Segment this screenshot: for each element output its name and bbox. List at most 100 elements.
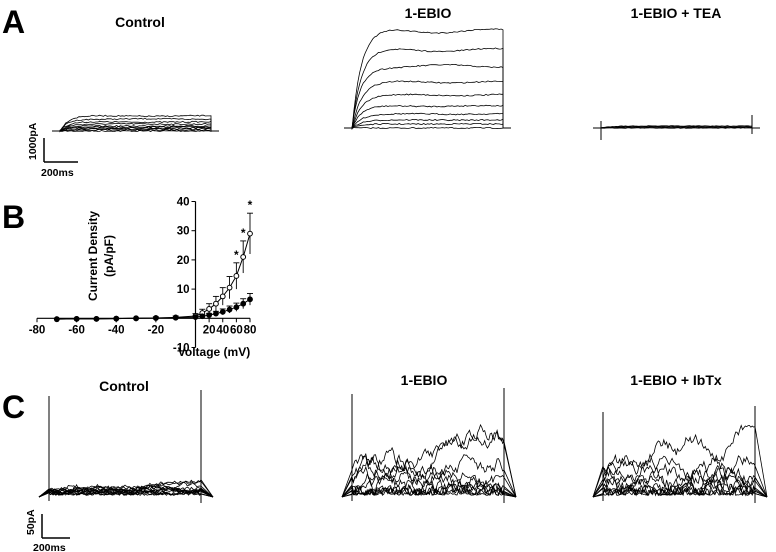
panel-c-traces-ebio-ibtx <box>592 406 768 503</box>
iv-point-filled <box>133 315 139 322</box>
current-trace <box>341 486 517 498</box>
iv-point-open <box>233 273 240 279</box>
panel-letter-b: B <box>2 199 25 235</box>
panel-letter-a: A <box>2 4 25 40</box>
panel-a-traces-ebio <box>344 28 511 130</box>
panel-a-traces-ebio-tea <box>593 115 760 140</box>
current-trace <box>344 112 511 130</box>
current-trace <box>38 479 214 498</box>
iv-point-open <box>213 300 219 307</box>
iv-point-open <box>247 230 253 237</box>
current-trace <box>52 124 219 133</box>
iv-y-tick-label: -10 <box>173 343 190 355</box>
current-trace <box>592 424 768 498</box>
current-trace <box>52 125 219 133</box>
iv-point-filled <box>73 315 80 322</box>
iv-y-tick-label: 30 <box>177 226 190 238</box>
iv-point-open <box>206 306 213 312</box>
current-trace <box>52 129 219 132</box>
current-trace <box>344 126 511 130</box>
panel-a-scale-y-label: 1000pA <box>27 122 39 160</box>
current-trace <box>341 474 517 498</box>
current-trace <box>592 474 768 498</box>
iv-chart-ylabel-line-1: Current Density <box>86 211 100 301</box>
current-trace <box>38 483 214 498</box>
iv-point-open <box>226 284 233 291</box>
panel-a-traces-control <box>52 114 219 133</box>
current-trace <box>341 452 517 498</box>
current-trace <box>592 466 768 498</box>
iv-x-tick-label: -60 <box>68 324 85 336</box>
current-trace <box>38 485 214 498</box>
current-trace <box>52 120 219 133</box>
iv-point-filled <box>172 314 179 321</box>
current-trace <box>344 118 511 130</box>
panel-c-scale-bar: 50pA 200ms <box>25 509 70 552</box>
panel-letter-c: C <box>2 389 25 425</box>
current-trace <box>38 483 214 498</box>
current-trace <box>52 122 219 132</box>
current-trace <box>592 478 768 498</box>
iv-point-filled <box>233 304 240 311</box>
iv-point-filled <box>113 315 120 322</box>
current-trace <box>592 482 768 498</box>
iv-point-filled <box>247 296 253 303</box>
panel-c-traces-control <box>38 390 214 503</box>
panel-c-title-control: Control <box>99 378 149 394</box>
iv-point-filled <box>206 312 213 318</box>
panel-c-scale-y-label: 50pA <box>25 509 37 535</box>
iv-point-filled <box>226 306 233 313</box>
iv-point-filled <box>213 310 219 317</box>
panel-c-scale-x-label: 200ms <box>33 542 66 552</box>
iv-chart-significance: *** <box>234 198 253 262</box>
panel-a-scale-bar: 1000pA 200ms <box>27 122 78 179</box>
panel-a-title-control: Control <box>115 14 165 30</box>
iv-x-tick-label: -80 <box>29 324 46 336</box>
current-trace <box>341 423 517 498</box>
iv-point-filled <box>152 315 159 321</box>
iv-x-tick-label: 80 <box>244 324 257 336</box>
panel-c-title-ebio-ibtx: 1-EBIO + IbTx <box>630 372 722 388</box>
iv-y-tick-label: 20 <box>177 255 190 267</box>
current-trace <box>344 122 511 129</box>
current-trace <box>344 28 511 130</box>
iv-point-open <box>219 293 226 300</box>
current-trace <box>38 485 214 498</box>
iv-point-open <box>240 254 247 260</box>
current-trace <box>593 126 760 129</box>
iv-x-tick-label: -40 <box>108 324 125 336</box>
current-trace <box>344 104 511 129</box>
iv-significance-star: * <box>234 248 239 262</box>
current-trace <box>52 117 219 132</box>
current-trace <box>593 125 760 129</box>
current-trace <box>341 454 517 498</box>
current-trace <box>52 128 219 133</box>
iv-series-line <box>56 298 251 320</box>
current-trace <box>344 63 511 129</box>
current-trace <box>341 479 517 498</box>
current-trace <box>592 453 768 498</box>
panel-a-scale-x-label: 200ms <box>41 167 74 179</box>
current-trace <box>52 126 219 132</box>
current-trace <box>38 489 214 498</box>
iv-point-filled <box>53 316 60 323</box>
current-trace <box>592 455 768 498</box>
panel-a-title-ebio-tea: 1-EBIO + TEA <box>631 5 722 21</box>
panel-c-title-ebio: 1-EBIO <box>401 372 448 388</box>
iv-chart-series <box>53 212 253 323</box>
iv-chart-xlabel: Voltage (mV) <box>178 345 250 359</box>
iv-significance-star: * <box>241 226 246 240</box>
iv-point-filled <box>240 300 247 307</box>
current-trace <box>341 466 517 498</box>
iv-chart-ylabel-line-2: (pA/pF) <box>102 235 116 277</box>
iv-x-tick-label: 20 <box>203 324 216 336</box>
iv-y-tick-label: 10 <box>177 284 190 296</box>
panel-a-title-ebio: 1-EBIO <box>405 5 452 21</box>
iv-point-filled <box>219 308 226 315</box>
iv-point-filled <box>93 315 100 322</box>
iv-point-filled <box>199 313 206 320</box>
iv-x-tick-label: 40 <box>216 324 229 336</box>
